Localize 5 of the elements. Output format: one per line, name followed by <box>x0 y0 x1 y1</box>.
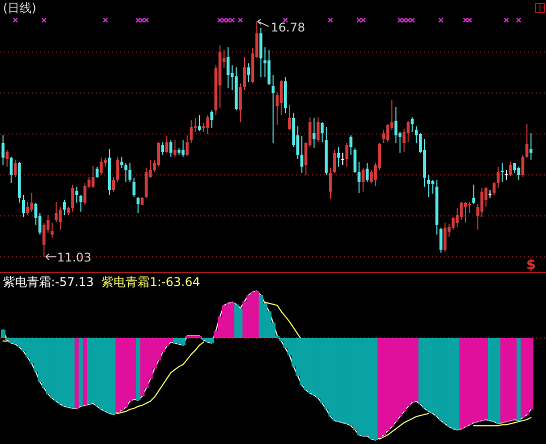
annotation: 11.03 <box>56 250 92 264</box>
legend: 紫电青霜:-57.13 紫电青霜1:-63.64 <box>3 275 200 289</box>
annotation: 16.78 <box>270 20 306 34</box>
text: $ <box>526 257 536 273</box>
chart-title: (日线) <box>3 1 36 15</box>
